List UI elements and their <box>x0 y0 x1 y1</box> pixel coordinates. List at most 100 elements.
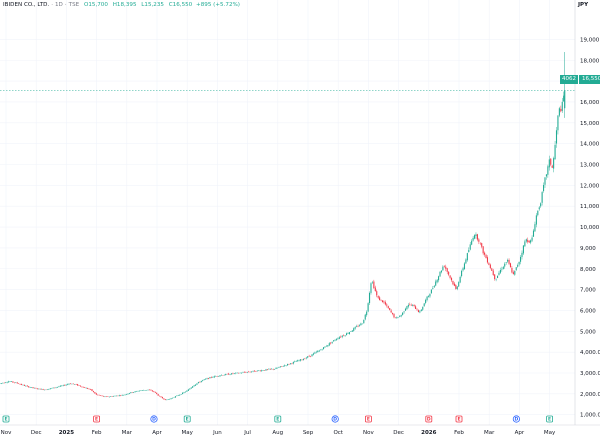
candle-body <box>9 381 11 383</box>
marker-letter: E <box>367 417 370 423</box>
candle <box>200 380 202 383</box>
candle-body <box>548 159 550 168</box>
time-tick-label: Aug <box>272 430 283 436</box>
price-tick-label: 19,000 <box>580 37 600 43</box>
candle-body <box>79 385 82 387</box>
candle <box>301 359 303 361</box>
earnings-marker[interactable]: E <box>546 415 553 423</box>
candle <box>8 380 10 383</box>
candle-body <box>90 388 92 390</box>
candle <box>170 397 172 400</box>
candle <box>138 390 141 392</box>
candle-body <box>173 397 175 398</box>
candle-body <box>184 391 187 393</box>
earnings-marker[interactable]: D <box>425 415 433 423</box>
dividend-marker[interactable]: D <box>512 415 520 423</box>
earnings-marker[interactable]: E <box>2 415 10 423</box>
candle-body <box>32 387 34 388</box>
candle-body <box>114 395 116 397</box>
candle-body <box>203 379 205 380</box>
candlestick-series <box>0 52 566 401</box>
candle-body <box>153 391 155 392</box>
candle <box>356 324 358 328</box>
candle-body <box>243 371 245 373</box>
dividend-marker[interactable]: D <box>331 415 339 423</box>
candle-body <box>248 371 250 373</box>
candle-body <box>425 299 427 303</box>
candle <box>544 176 546 188</box>
time-axis[interactable]: Nov Dec 2025 Feb Mar Apr May Jun Jul Aug Sep Oct Nov… <box>1 430 556 436</box>
candle-body <box>6 382 8 383</box>
candle <box>71 383 73 385</box>
candle <box>212 376 214 378</box>
candle-body <box>505 262 507 264</box>
candle-body <box>91 389 93 391</box>
marker-shape <box>546 415 553 423</box>
earnings-marker[interactable]: E <box>93 415 100 423</box>
candle-body <box>236 372 238 374</box>
candle-body <box>377 295 379 298</box>
earnings-marker[interactable]: E <box>274 415 282 423</box>
candle <box>233 373 235 375</box>
candle <box>137 390 139 392</box>
dividend-marker[interactable]: D <box>150 415 158 423</box>
price-axis[interactable]: 1,000.0 2,000.0 3,000.0 4,000.0 5,000 6,000 7,… <box>580 37 600 418</box>
candle-body <box>68 383 70 385</box>
candle <box>282 365 284 367</box>
candle-body <box>312 353 315 355</box>
candle-body <box>314 352 316 354</box>
candle <box>343 334 345 337</box>
candle <box>406 305 408 310</box>
candle-body <box>253 370 256 372</box>
candle <box>143 389 145 391</box>
candle-body <box>551 165 553 168</box>
currency-label[interactable]: JPY <box>578 2 589 8</box>
price-tick-label: 15,000 <box>580 121 600 127</box>
symbol-legend[interactable]: IBIDEN CO., LTD. · 1D · TSE O15,700 H18,395 … <box>3 2 240 8</box>
candle-body <box>74 384 76 385</box>
candle <box>419 310 421 314</box>
candle-body <box>298 360 300 361</box>
candle-body <box>55 387 57 388</box>
symbol-name[interactable]: IBIDEN CO., LTD. <box>3 2 50 8</box>
candle <box>455 284 457 290</box>
candle-body <box>16 382 18 384</box>
candle <box>485 253 487 259</box>
candle <box>279 366 281 368</box>
candle-body <box>284 365 286 367</box>
candle <box>38 388 40 390</box>
earnings-marker[interactable]: E <box>455 415 463 423</box>
candle <box>156 392 158 395</box>
candle <box>202 379 204 382</box>
candle <box>268 368 270 370</box>
candle <box>376 289 378 298</box>
earnings-marker[interactable]: E <box>183 415 191 423</box>
candle-body <box>182 392 184 395</box>
candle-body <box>268 368 270 370</box>
candle-body <box>433 285 435 288</box>
candle-body <box>360 323 362 326</box>
earnings-marker[interactable]: E <box>364 415 372 423</box>
candle-body <box>143 390 145 391</box>
candle-body <box>383 301 385 303</box>
candle <box>5 381 7 384</box>
candle <box>166 399 168 401</box>
candle-body <box>450 278 453 281</box>
candle <box>305 356 307 360</box>
interval-label[interactable]: 1D <box>55 2 63 8</box>
candle <box>366 310 368 317</box>
candle <box>416 307 418 311</box>
candle <box>81 386 83 388</box>
candle <box>514 270 516 276</box>
candle <box>32 387 34 389</box>
candle <box>432 285 434 290</box>
candle-body <box>517 265 519 267</box>
candle <box>98 394 100 396</box>
candle <box>380 299 382 302</box>
marker-letter: D <box>427 417 431 423</box>
candle <box>199 381 201 383</box>
candle <box>49 388 51 390</box>
candle-body <box>413 304 415 306</box>
candle <box>478 237 480 245</box>
